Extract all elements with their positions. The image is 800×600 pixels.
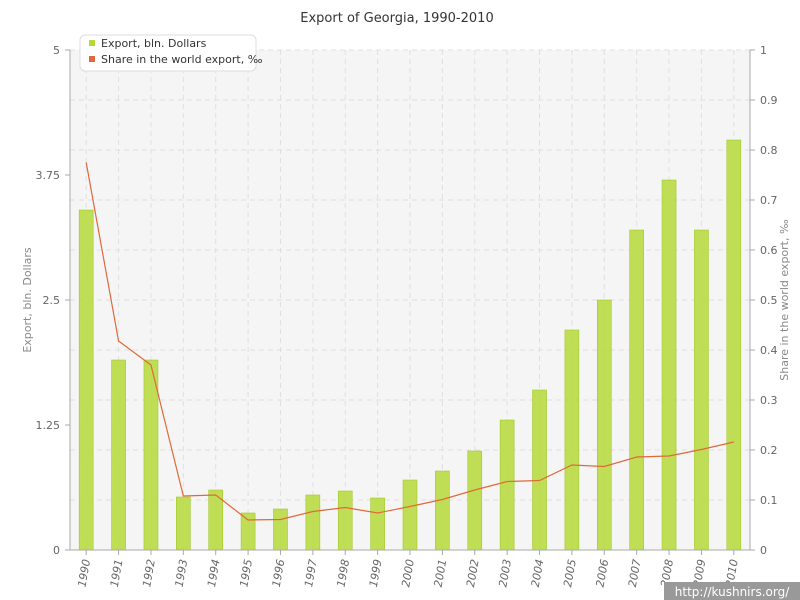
y2-tick-label: 0.7 (760, 194, 778, 207)
bar-1993 (176, 496, 191, 551)
y2-tick-label: 0.2 (760, 444, 778, 457)
legend-box (79, 34, 257, 72)
x-tick-label: 2003 (496, 558, 514, 588)
x-tick-label: 1992 (140, 558, 158, 588)
y2-axis-ticks: 0 0.1 0.2 0.3 0.4 0.5 0.6 0.7 0.8 0.9 1 (750, 44, 778, 557)
chart-title: Export of Georgia, 1990-2010 (300, 11, 493, 26)
x-tick-label: 1990 (75, 558, 93, 588)
y2-tick-label: 0.4 (760, 344, 778, 357)
bar-2003 (499, 419, 515, 551)
y-tick-label: 3.75 (36, 169, 61, 182)
y-axis-ticks: 0 1.25 2.5 3.75 5 (36, 44, 70, 557)
watermark-text: http://kushnirs.org/ (675, 585, 790, 599)
x-tick-label: 2006 (594, 558, 612, 588)
x-tick-label: 1995 (237, 558, 255, 588)
y2-tick-label: 0.9 (760, 94, 778, 107)
x-tick-label: 2001 (432, 558, 450, 588)
x-tick-label: 2004 (529, 558, 547, 588)
bar-1992 (143, 359, 159, 551)
x-tick-label: 1999 (367, 558, 385, 588)
y2-tick-label: 0.1 (760, 494, 778, 507)
legend-label-share: Share in the world export, ‰ (101, 53, 263, 66)
bar-1997 (305, 494, 321, 551)
bar-2005 (564, 329, 580, 551)
bar-1990 (78, 209, 94, 551)
bar-1998 (337, 490, 353, 551)
bar-2004 (532, 389, 547, 551)
x-tick-label: 2002 (464, 558, 482, 588)
bar-2010 (726, 139, 742, 551)
bar-2000 (402, 479, 418, 551)
bar-2009 (694, 229, 709, 551)
x-tick-label: 2008 (658, 558, 676, 588)
x-tick-label: 2009 (691, 558, 709, 588)
x-tick-label: 2005 (561, 558, 579, 588)
bar-1996 (273, 508, 288, 551)
x-tick-label: 1991 (108, 558, 126, 588)
bar-1995 (240, 512, 256, 551)
x-tick-label: 2007 (626, 558, 644, 588)
line-series (85, 162, 734, 521)
x-tick-label: 1998 (335, 558, 353, 588)
x-tick-label: 2000 (399, 558, 417, 588)
y-tick-label: 1.25 (36, 419, 61, 432)
x-tick-label: 1997 (302, 558, 320, 588)
y2-tick-label: 0 (760, 544, 767, 557)
x-tick-label: 1994 (205, 558, 223, 588)
y2-tick-label: 0.5 (760, 294, 778, 307)
y-axis-title: Export, bln. Dollars (21, 247, 34, 353)
y-tick-label: 0 (53, 544, 60, 557)
legend-swatch-share (89, 56, 95, 62)
watermark-background (664, 582, 800, 600)
legend: Export, bln. Dollars Share in the world … (79, 34, 263, 72)
y2-tick-label: 0.6 (760, 244, 778, 257)
bar-1991 (111, 359, 126, 551)
y-tick-label: 5 (53, 44, 60, 57)
bar-2001 (435, 470, 450, 551)
share-line (85, 162, 734, 521)
x-tick-label: 1996 (270, 558, 288, 588)
y-tick-label: 2.5 (43, 294, 61, 307)
bar-2007 (629, 229, 644, 551)
legend-label-export: Export, bln. Dollars (101, 37, 207, 50)
bar-2006 (596, 299, 612, 551)
y2-tick-label: 0.8 (760, 144, 778, 157)
bar-2008 (661, 179, 677, 551)
y2-axis-title: Share in the world export, ‰ (778, 219, 791, 381)
legend-swatch-export (89, 40, 95, 46)
y2-tick-label: 1 (760, 44, 767, 57)
watermark: http://kushnirs.org/ (664, 582, 800, 600)
bar-1999 (370, 497, 385, 551)
x-tick-label: 1993 (173, 558, 191, 588)
x-tick-label: 2010 (723, 558, 741, 588)
y2-tick-label: 0.3 (760, 394, 778, 407)
bar-2002 (467, 450, 483, 551)
x-axis-ticks: 1990 1991 1992 1993 1994 1995 1996 1997 1998 1999… (75, 550, 741, 588)
